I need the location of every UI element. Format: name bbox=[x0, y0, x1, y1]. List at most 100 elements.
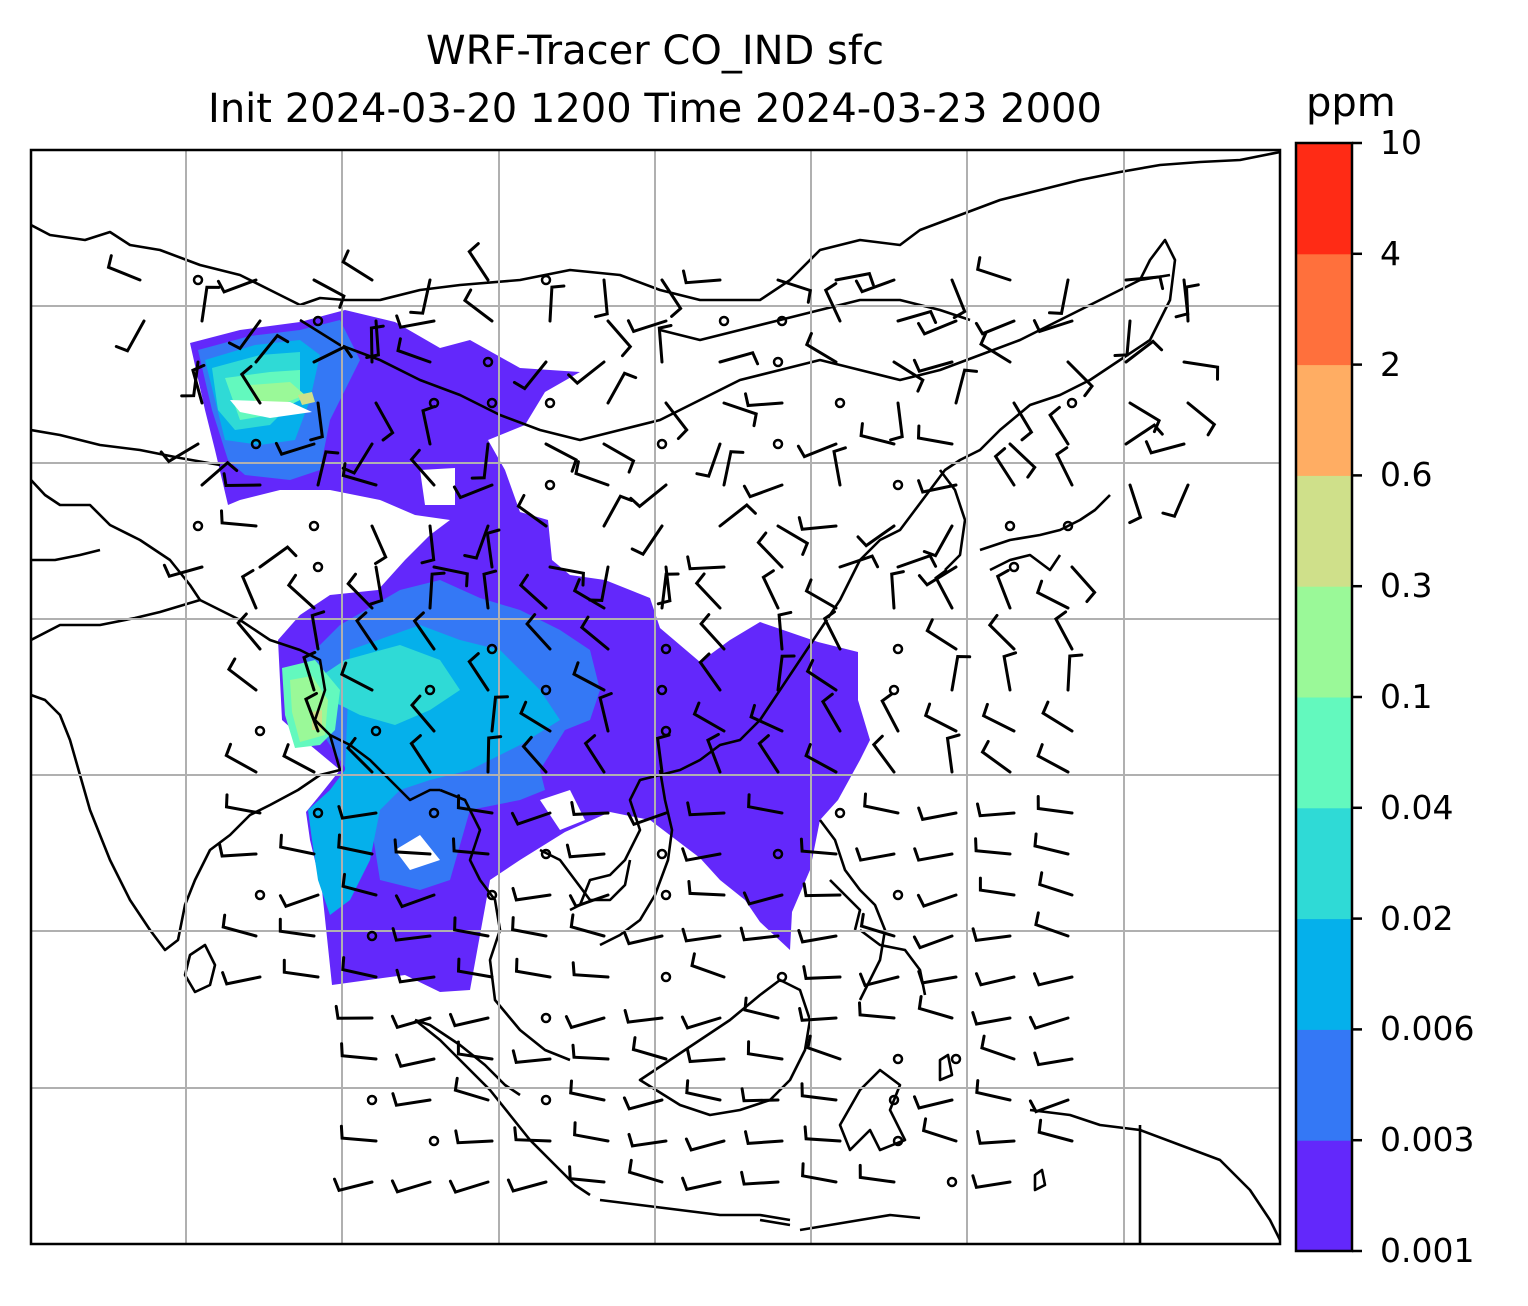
wind-barb bbox=[975, 972, 1016, 987]
wind-barb bbox=[690, 952, 726, 979]
calm-wind-marker bbox=[544, 397, 556, 409]
wind-barb bbox=[796, 442, 838, 459]
wind-barb bbox=[1037, 1118, 1074, 1143]
wind-barb bbox=[200, 285, 221, 323]
colorbar-tick-label: 0.02 bbox=[1380, 898, 1454, 938]
calm-wind-marker bbox=[540, 1012, 552, 1024]
wind-barb bbox=[913, 847, 954, 862]
tracer-concentration-field bbox=[190, 310, 870, 992]
wind-barb bbox=[664, 401, 689, 440]
wind-barb bbox=[463, 524, 490, 560]
calm-wind-marker bbox=[540, 274, 552, 286]
colorbar-tick-label: 0.001 bbox=[1380, 1231, 1475, 1270]
wind-barb bbox=[339, 661, 374, 692]
wind-barb bbox=[518, 573, 548, 610]
wind-barb bbox=[823, 282, 842, 323]
wind-barb bbox=[337, 805, 378, 820]
calm-wind-marker bbox=[1004, 520, 1016, 532]
calm-wind-marker bbox=[428, 807, 440, 819]
wind-barb bbox=[544, 442, 578, 473]
calm-wind-marker bbox=[486, 889, 498, 901]
calm-wind-marker bbox=[312, 561, 324, 573]
wind-barb bbox=[896, 553, 938, 569]
wind-barb bbox=[917, 970, 958, 985]
wind-barb bbox=[1034, 911, 1070, 938]
wind-barb bbox=[995, 568, 1012, 610]
wind-barb bbox=[512, 360, 548, 391]
wind-barb bbox=[799, 837, 838, 856]
wind-barb bbox=[412, 611, 436, 651]
wind-barb bbox=[954, 368, 978, 405]
wind-barb bbox=[800, 1082, 838, 1102]
wind-barb bbox=[521, 735, 548, 774]
wind-barb bbox=[682, 269, 722, 285]
calm-wind-marker bbox=[192, 520, 204, 532]
wind-barb bbox=[1008, 442, 1037, 479]
calm-wind-marker bbox=[656, 684, 668, 696]
wind-barb bbox=[627, 1132, 668, 1148]
wind-barb bbox=[282, 958, 320, 979]
wind-barb bbox=[341, 249, 374, 282]
calm-wind-marker bbox=[946, 1176, 958, 1188]
wind-barb bbox=[626, 319, 668, 334]
calm-wind-marker bbox=[192, 274, 204, 286]
wind-barb bbox=[486, 735, 503, 774]
wind-barb bbox=[1038, 871, 1074, 897]
wind-barb bbox=[226, 657, 258, 692]
wind-barb bbox=[686, 801, 726, 817]
calm-wind-marker bbox=[892, 643, 904, 655]
colorbar-segment bbox=[1296, 586, 1352, 698]
calm-wind-marker bbox=[366, 1094, 378, 1106]
wind-barb bbox=[236, 612, 262, 651]
wind-barb bbox=[880, 692, 900, 733]
wind-barb bbox=[602, 442, 636, 474]
wind-barb bbox=[565, 843, 606, 859]
wind-barb bbox=[1048, 405, 1070, 446]
wind-barb bbox=[341, 956, 378, 979]
wind-barb bbox=[993, 447, 1016, 487]
wind-barb bbox=[216, 278, 258, 294]
wind-barb bbox=[393, 838, 432, 856]
wind-barb bbox=[743, 996, 780, 1020]
wind-barb bbox=[1113, 319, 1132, 357]
wind-barb bbox=[798, 1007, 838, 1022]
wind-barb bbox=[776, 278, 812, 304]
wind-barb bbox=[1028, 1015, 1070, 1030]
wind-barb bbox=[278, 893, 320, 909]
wind-barb bbox=[863, 792, 900, 815]
wind-barb bbox=[699, 613, 726, 651]
wind-barb bbox=[106, 254, 142, 282]
wind-barb bbox=[777, 610, 793, 651]
calm-wind-marker bbox=[544, 479, 556, 491]
wind-barb bbox=[698, 652, 722, 692]
wind-barb bbox=[312, 278, 346, 309]
wind-barb bbox=[394, 893, 436, 909]
wind-barb bbox=[337, 833, 374, 856]
wind-barb bbox=[395, 1053, 436, 1068]
wind-barb bbox=[889, 401, 904, 442]
calm-wind-marker bbox=[656, 438, 668, 450]
wind-barb bbox=[687, 880, 726, 897]
wind-barb bbox=[391, 927, 432, 942]
wind-barb bbox=[856, 524, 896, 548]
wind-barb bbox=[822, 610, 842, 651]
wind-barb bbox=[916, 424, 954, 446]
wind-barb bbox=[740, 1087, 780, 1103]
wind-barb bbox=[803, 1125, 842, 1143]
calm-wind-marker bbox=[656, 848, 668, 860]
colorbar-tick-label: 0.006 bbox=[1380, 1009, 1475, 1049]
wind-barb bbox=[744, 1130, 784, 1145]
wind-barb bbox=[917, 565, 958, 587]
wind-barb bbox=[742, 891, 784, 906]
wind-barb bbox=[680, 1015, 722, 1030]
wind-barb bbox=[834, 271, 875, 287]
colorbar-tick-label: 0.3 bbox=[1380, 566, 1433, 606]
wind-barb bbox=[410, 694, 436, 733]
calm-wind-marker bbox=[1066, 397, 1078, 409]
colorbar-segment bbox=[1296, 807, 1352, 920]
wind-barb bbox=[757, 734, 780, 774]
wind-barb bbox=[453, 1076, 490, 1102]
wind-barb bbox=[339, 1124, 378, 1143]
colorbar-segment bbox=[1296, 1029, 1352, 1141]
colorbar-unit-label: ppm bbox=[1306, 80, 1396, 126]
